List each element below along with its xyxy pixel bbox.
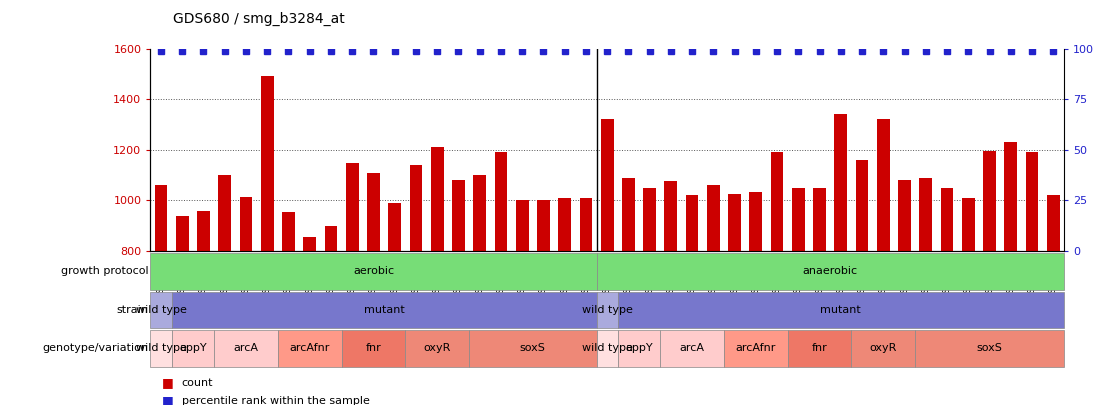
Bar — [345, 162, 359, 251]
Bar — [984, 151, 996, 251]
Bar — [516, 200, 528, 251]
Text: oxyR: oxyR — [870, 343, 897, 353]
Text: wild type: wild type — [136, 343, 186, 353]
Bar — [218, 175, 231, 251]
Bar — [622, 178, 635, 251]
Bar — [410, 165, 422, 251]
Bar — [750, 192, 762, 251]
Bar — [431, 147, 443, 251]
Text: count: count — [182, 378, 213, 388]
Text: ▶: ▶ — [154, 266, 162, 276]
Bar — [240, 197, 253, 251]
Text: ▶: ▶ — [154, 343, 162, 353]
Bar — [707, 185, 720, 251]
Bar — [368, 173, 380, 251]
Bar — [961, 198, 975, 251]
Bar — [1026, 152, 1038, 251]
Bar — [940, 188, 954, 251]
Bar — [664, 181, 677, 251]
Bar — [898, 180, 911, 251]
Bar — [261, 77, 274, 251]
Bar — [643, 188, 656, 251]
Bar — [1047, 195, 1059, 251]
Text: anaerobic: anaerobic — [802, 266, 858, 276]
Text: wild type: wild type — [582, 305, 633, 315]
Text: arcAfnr: arcAfnr — [290, 343, 330, 353]
Text: ▶: ▶ — [154, 305, 162, 315]
Bar — [303, 237, 316, 251]
Bar — [686, 195, 698, 251]
Bar — [176, 215, 188, 251]
Bar — [729, 194, 741, 251]
Text: growth protocol: growth protocol — [60, 266, 148, 276]
Bar — [537, 200, 550, 251]
Text: mutant: mutant — [363, 305, 404, 315]
Bar — [877, 119, 890, 251]
Text: strain: strain — [116, 305, 148, 315]
Bar — [856, 160, 869, 251]
Text: genotype/variation: genotype/variation — [42, 343, 148, 353]
Bar — [324, 226, 338, 251]
Bar — [771, 152, 783, 251]
Text: wild type: wild type — [136, 305, 186, 315]
Text: oxyR: oxyR — [423, 343, 451, 353]
Bar — [919, 178, 932, 251]
Bar — [389, 203, 401, 251]
Bar — [282, 212, 295, 251]
Text: soxS: soxS — [520, 343, 546, 353]
Text: ■: ■ — [162, 394, 174, 405]
Bar — [600, 119, 614, 251]
Bar — [813, 188, 825, 251]
Text: percentile rank within the sample: percentile rank within the sample — [182, 396, 370, 405]
Bar — [473, 175, 486, 251]
Text: fnr: fnr — [365, 343, 381, 353]
Text: aerobic: aerobic — [353, 266, 394, 276]
Text: ■: ■ — [162, 376, 174, 389]
Bar — [558, 198, 571, 251]
Text: arcA: arcA — [680, 343, 704, 353]
Text: arcA: arcA — [234, 343, 258, 353]
Text: wild type: wild type — [582, 343, 633, 353]
Text: appY: appY — [179, 343, 207, 353]
Bar — [452, 180, 465, 251]
Text: mutant: mutant — [820, 305, 861, 315]
Text: fnr: fnr — [812, 343, 828, 353]
Text: soxS: soxS — [977, 343, 1003, 353]
Bar — [792, 188, 804, 251]
Text: appY: appY — [625, 343, 653, 353]
Text: GDS680 / smg_b3284_at: GDS680 / smg_b3284_at — [173, 12, 344, 26]
Bar — [495, 152, 507, 251]
Bar — [197, 211, 209, 251]
Bar — [579, 198, 593, 251]
Bar — [155, 185, 167, 251]
Bar — [1005, 142, 1017, 251]
Text: arcAfnr: arcAfnr — [735, 343, 776, 353]
Bar — [834, 114, 847, 251]
